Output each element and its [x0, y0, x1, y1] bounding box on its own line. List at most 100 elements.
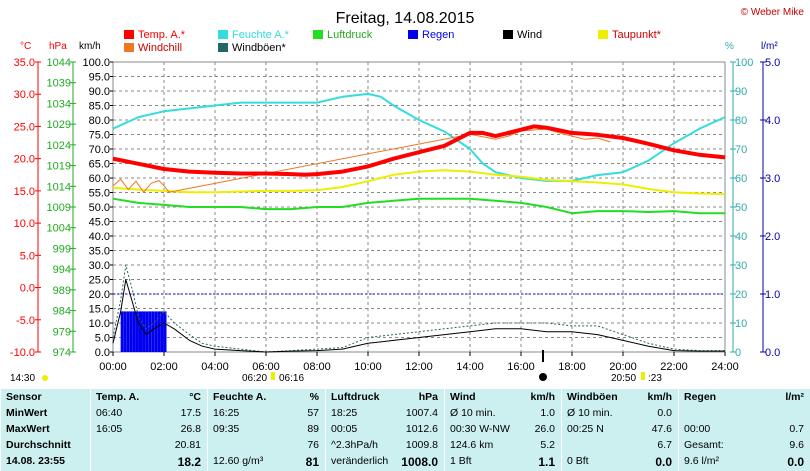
stats-cell-info: 06:40 [96, 407, 123, 419]
stats-cell-value: 0.0 [657, 407, 672, 419]
series-line [112, 128, 611, 193]
pressure-tick-label: 1024 [47, 140, 71, 152]
legend-label: Windböen* [232, 42, 287, 54]
pressure-tick-label: 999 [53, 243, 71, 255]
stats-header-unit: l/m² [785, 391, 804, 403]
stats-cell-value: 1012.6 [405, 423, 438, 435]
stats-header-unit: hPa [418, 391, 438, 403]
stats-cell-info: Gesamt: [684, 439, 724, 451]
series-line [112, 92, 726, 182]
rain-bar [132, 311, 136, 352]
legend-swatch [124, 43, 134, 52]
stats-cell-info: 09:35 [213, 423, 240, 435]
series-line [112, 124, 726, 177]
stats-row: MinWert 06:40 17.5 16:25 57 18:25 1007.4 Ø 10 m… [0, 405, 810, 421]
stats-row-label: MaxWert [6, 423, 50, 435]
stats-cell-info: 00:25 N [567, 423, 604, 435]
rain-bar [142, 311, 146, 352]
copyright-label: © Weber Mike [741, 7, 805, 18]
stats-cell-value: 0.7 [789, 423, 804, 435]
rain-tick-label: 1.0 [765, 289, 780, 301]
temp-axis-unit: °C [20, 41, 31, 52]
stats-column [207, 389, 326, 471]
stats-cell-value: 47.6 [651, 423, 672, 435]
stats-cell-info: 16:05 [96, 423, 123, 435]
time-marker-label: 14:30 [10, 373, 35, 384]
stats-cell-info: 00:30 W-NW [450, 423, 510, 435]
stats-cell-value: 89 [307, 423, 319, 435]
stats-cell-value: 6.7 [657, 439, 672, 451]
stats-cell-value: 20.81 [174, 439, 201, 451]
rain-bar [145, 311, 149, 352]
stats-row-label: 14.08. 23:55 [6, 455, 65, 467]
stats-cell-info: 18:25 [331, 407, 358, 419]
stats-cell-value: 76 [307, 439, 319, 451]
wind-tick-label: 20.0 [89, 289, 110, 301]
legend-label: Taupunkt* [612, 29, 662, 41]
humidity-tick-label: 90 [735, 86, 747, 98]
sunset-label: 20:50 [611, 373, 636, 384]
x-tick-label: 24:00 [711, 361, 739, 373]
weather-chart: °C hPa km/h% l/m² 35.0 30.0 25.0 20.0 15.0 10.0 5.… [10, 7, 805, 384]
stats-row: Durchschnitt 20.81 76 ^2.3hPa/h 1009.8 124.6 … [0, 437, 810, 453]
series-line [112, 279, 725, 353]
rain-axis-unit: l/m² [761, 41, 778, 52]
pressure-tick-label: 1029 [47, 119, 71, 131]
legend-label: Luftdruck [327, 29, 373, 41]
legend-swatch [218, 43, 228, 52]
stats-cell-value: 18.2 [177, 455, 201, 469]
x-tick-label: 20:00 [609, 361, 637, 373]
pressure-tick-label: 994 [53, 264, 71, 276]
stats-cell-value: 5.2 [540, 439, 555, 451]
sun-icon [42, 375, 48, 381]
wind-tick-label: 15.0 [89, 304, 110, 316]
humidity-tick-label: 10 [735, 318, 747, 330]
temp-tick-label: 25.0 [14, 121, 35, 133]
stats-cell-info: ^2.3hPa/h [331, 439, 378, 451]
temp-tick-label: 30.0 [14, 89, 35, 101]
stats-header-unit: km/h [647, 391, 672, 403]
statistics-table: Sensor Temp. A. °C Feuchte A.% Luftdruck hPa W… [0, 389, 810, 471]
rain-bar [139, 311, 143, 352]
wind-tick-label: 40.0 [89, 231, 110, 243]
stats-cell-info: 12.60 g/m³ [213, 455, 264, 467]
stats-header: Wind [450, 391, 476, 403]
legend-swatch [408, 30, 418, 39]
pressure-tick-label: 1034 [47, 98, 71, 110]
rain-tick-label: 3.0 [765, 173, 780, 185]
pressure-tick-label: 974 [53, 347, 71, 359]
pressure-tick-label: 1039 [47, 78, 71, 90]
x-tick-label: 18:00 [558, 361, 586, 373]
x-tick-label: 10:00 [354, 361, 382, 373]
wind-tick-label: 35.0 [89, 246, 110, 258]
series-line [112, 264, 725, 353]
rain-bar [123, 311, 127, 352]
stats-cell-value: 1008.0 [401, 455, 438, 469]
rain-tick-label: 5.0 [765, 57, 780, 69]
rain-tick-label: 2.0 [765, 231, 780, 243]
temp-tick-label: 5.0 [20, 250, 35, 262]
x-tick-label: 22:00 [660, 361, 688, 373]
stats-header-unit: % [309, 391, 319, 403]
legend-swatch [313, 30, 323, 39]
stats-column [0, 389, 91, 471]
stats-header: Sensor [6, 391, 42, 403]
wind-tick-label: 80.0 [89, 115, 110, 127]
stats-cell-info: 124.6 km [450, 439, 494, 451]
stats-row: 14.08. 23:55 18.2 12.60 g/m³ 81 veränderlich… [0, 453, 810, 469]
stats-cell-info: 0 Bft [567, 455, 589, 467]
humidity-tick-label: 80 [735, 115, 747, 127]
x-tick-label: 08:00 [303, 361, 331, 373]
rain-tick-label: 4.0 [765, 115, 780, 127]
humidity-tick-label: 50 [735, 202, 747, 214]
rain-bar [120, 311, 124, 352]
stats-header: Regen [684, 391, 717, 403]
chart-title: Freitag, 14.08.2015 [336, 10, 475, 27]
wind-tick-label: 90.0 [89, 86, 110, 98]
x-tick-label: 00:00 [99, 361, 127, 373]
stats-cell-value: 0.0 [655, 455, 672, 469]
humidity-tick-label: 70 [735, 144, 747, 156]
stats-cell-value: 26.8 [180, 423, 201, 435]
humidity-tick-label: 60 [735, 173, 747, 185]
x-tick-label: 16:00 [507, 361, 535, 373]
